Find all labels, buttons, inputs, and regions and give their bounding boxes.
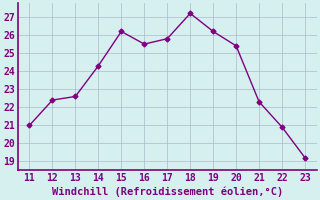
- X-axis label: Windchill (Refroidissement éolien,°C): Windchill (Refroidissement éolien,°C): [52, 186, 283, 197]
